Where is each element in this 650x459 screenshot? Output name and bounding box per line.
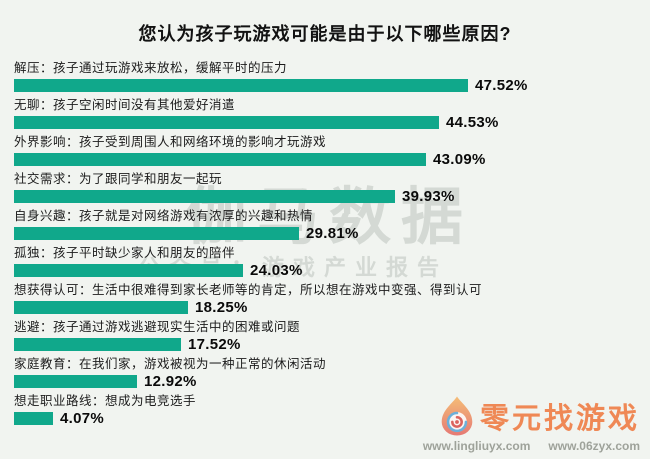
bar	[14, 412, 53, 425]
bar	[14, 153, 426, 166]
bar-label: 外界影响：孩子受到周围人和网络环境的影响才玩游戏	[14, 135, 327, 149]
bar-value: 4.07%	[60, 410, 105, 427]
bar-value: 24.03%	[250, 262, 303, 279]
bar	[14, 190, 395, 203]
bar-value: 18.25%	[195, 299, 248, 316]
chart-row: 想获得认可：生活中很难得到家长老师等的肯定，所以想在游戏中变强、得到认可 18.2…	[14, 283, 640, 316]
bar	[14, 301, 188, 314]
bar-label: 自身兴趣：孩子就是对网络游戏有浓厚的兴趣和热情	[14, 209, 314, 223]
bar-value: 43.09%	[433, 151, 486, 168]
chart-row: 社交需求：为了跟同学和朋友一起玩 39.93%	[14, 172, 640, 205]
chart-row: 家庭教育：在我们家，游戏被视为一种正常的休闲活动 12.92%	[14, 357, 640, 390]
bar-value: 17.52%	[188, 336, 241, 353]
bar-value: 44.53%	[446, 114, 499, 131]
bar	[14, 116, 439, 129]
site-url-secondary: www.06zyx.com	[548, 439, 640, 453]
chart-row: 外界影响：孩子受到周围人和网络环境的影响才玩游戏 43.09%	[14, 135, 640, 168]
bar-label: 社交需求：为了跟同学和朋友一起玩	[14, 172, 223, 186]
bar-label: 逃避：孩子通过游戏逃避现实生活中的困难或问题	[14, 320, 301, 334]
bar-label: 家庭教育：在我们家，游戏被视为一种正常的休闲活动	[14, 357, 327, 371]
bar-value: 29.81%	[306, 225, 359, 242]
bar-label: 无聊：孩子空闲时间没有其他爱好消遣	[14, 98, 236, 112]
bar-label: 孤独：孩子平时缺少家人和朋友的陪伴	[14, 246, 236, 260]
bar	[14, 79, 468, 92]
site-logo: 零元找游戏 www.lingliuyx.com www.06zyx.com	[423, 395, 640, 453]
bar-label: 想获得认可：生活中很难得到家长老师等的肯定，所以想在游戏中变强、得到认可	[14, 283, 483, 297]
bar-value: 47.52%	[475, 77, 528, 94]
chart-title: 您认为孩子玩游戏可能是由于以下哪些原因?	[138, 24, 512, 44]
bar-label: 想走职业路线：想成为电竞选手	[14, 394, 197, 408]
bar	[14, 264, 243, 277]
site-logo-name: 零元找游戏	[479, 403, 640, 435]
bar-label: 解压：孩子通过玩游戏来放松，缓解平时的压力	[14, 61, 288, 75]
bar-value: 12.92%	[144, 373, 197, 390]
bar-chart: 解压：孩子通过玩游戏来放松，缓解平时的压力 47.52% 无聊：孩子空闲时间没有其他…	[14, 61, 640, 431]
bar	[14, 227, 299, 240]
bar-value: 39.93%	[402, 188, 455, 205]
chart-row: 解压：孩子通过玩游戏来放松，缓解平时的压力 47.52%	[14, 61, 640, 94]
chart-row: 想走职业路线：想成为电竞选手 4.07%	[14, 394, 640, 427]
chart-row: 无聊：孩子空闲时间没有其他爱好消遣 44.53%	[14, 98, 640, 131]
bar	[14, 338, 181, 351]
flame-icon	[440, 395, 474, 437]
chart-row: 逃避：孩子通过游戏逃避现实生活中的困难或问题 17.52%	[14, 320, 640, 353]
bar	[14, 375, 137, 388]
chart-row: 自身兴趣：孩子就是对网络游戏有浓厚的兴趣和热情 29.81%	[14, 209, 640, 242]
site-url-primary: www.lingliuyx.com	[422, 439, 531, 453]
chart-row: 孤独：孩子平时缺少家人和朋友的陪伴 24.03%	[14, 246, 640, 279]
